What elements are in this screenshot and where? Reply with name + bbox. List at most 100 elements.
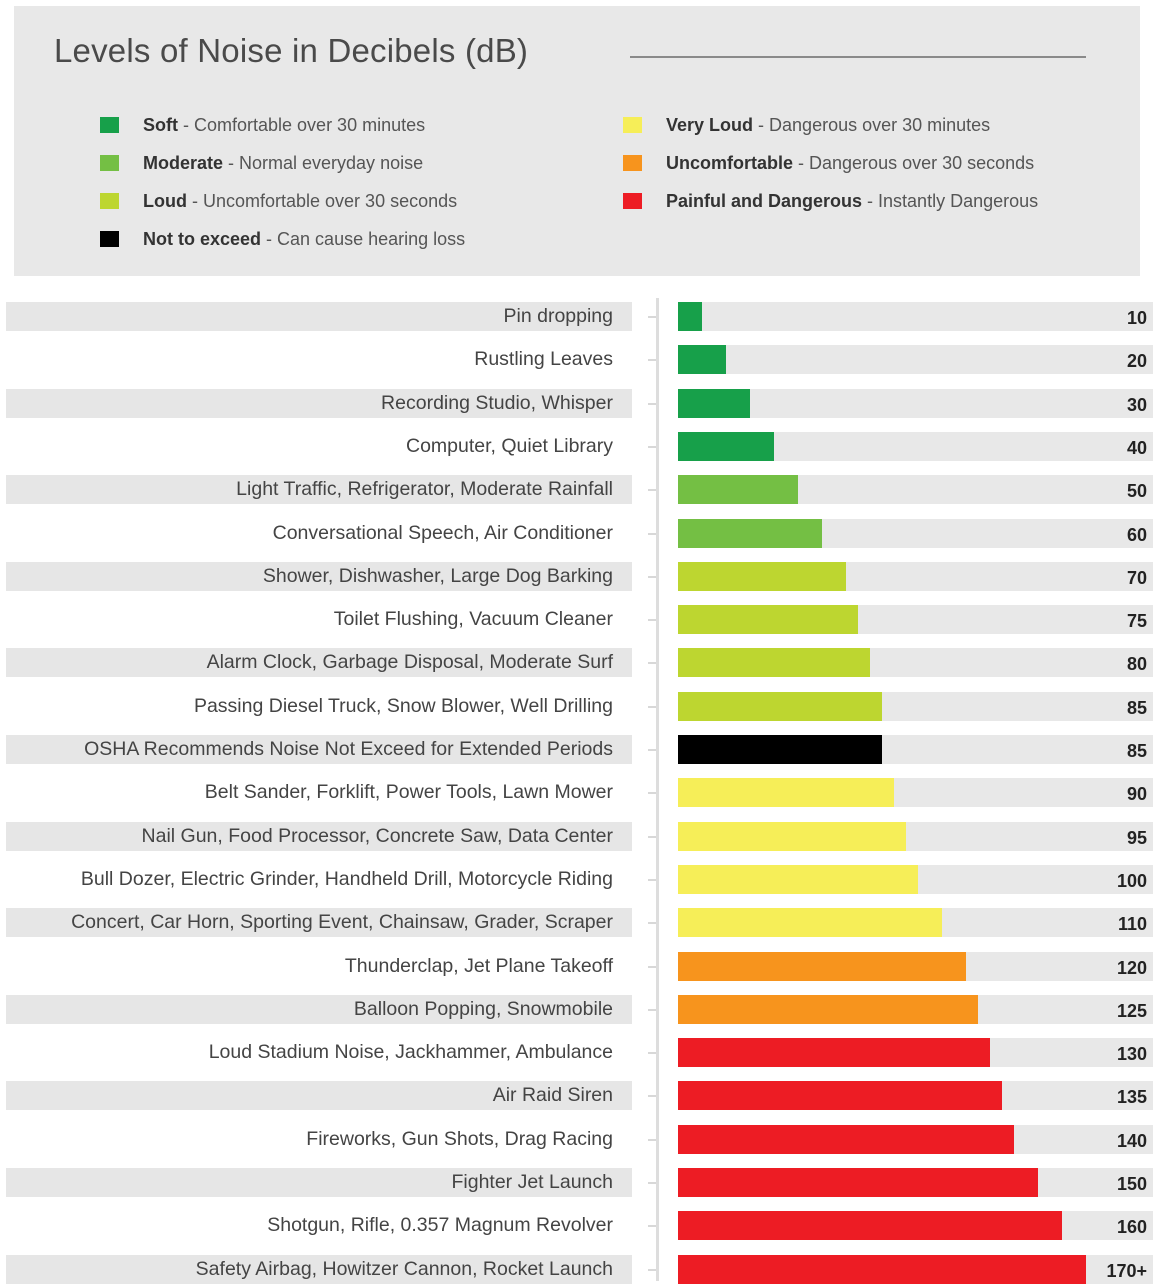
category-label: OSHA Recommends Noise Not Exceed for Ext… bbox=[84, 738, 613, 760]
value-label: 70 bbox=[1126, 568, 1147, 588]
row-label-band bbox=[6, 562, 632, 591]
bar bbox=[678, 605, 858, 634]
legend-swatch bbox=[100, 231, 119, 247]
legend-item-not-exceed: Not to exceed - Can cause hearing loss bbox=[100, 227, 465, 251]
legend-separator: - bbox=[191, 190, 198, 211]
row-label-band bbox=[6, 1081, 632, 1110]
legend-swatch bbox=[623, 155, 642, 171]
axis-tick bbox=[648, 706, 656, 708]
axis-tick bbox=[648, 879, 656, 881]
category-label: Shotgun, Rifle, 0.357 Magnum Revolver bbox=[267, 1214, 613, 1236]
legend-item-soft: Soft - Comfortable over 30 minutes bbox=[100, 113, 425, 137]
category-label: Thunderclap, Jet Plane Takeoff bbox=[344, 955, 613, 977]
category-label: Safety Airbag, Howitzer Cannon, Rocket L… bbox=[195, 1258, 613, 1280]
bar bbox=[678, 1211, 1062, 1240]
bar-track bbox=[678, 345, 1153, 374]
value-label: 100 bbox=[1116, 871, 1147, 891]
bar bbox=[678, 865, 918, 894]
category-label: Recording Studio, Whisper bbox=[381, 392, 613, 414]
legend-swatch bbox=[100, 155, 119, 171]
category-label: Shower, Dishwasher, Large Dog Barking bbox=[262, 565, 613, 587]
bar bbox=[678, 1125, 1014, 1154]
axis-tick bbox=[648, 1139, 656, 1141]
legend-item-painful: Painful and Dangerous - Instantly Dangerou… bbox=[623, 189, 1038, 213]
bar bbox=[678, 822, 906, 851]
legend-name: Painful and Dangerous bbox=[666, 190, 863, 211]
legend-description: Dangerous over 30 minutes bbox=[769, 114, 991, 135]
bar bbox=[678, 302, 702, 331]
category-label: Fireworks, Gun Shots, Drag Racing bbox=[306, 1128, 613, 1150]
legend-description: Uncomfortable over 30 seconds bbox=[202, 190, 458, 211]
legend-name: Loud bbox=[143, 190, 187, 211]
legend-description: Comfortable over 30 minutes bbox=[194, 114, 426, 135]
value-label: 130 bbox=[1116, 1044, 1147, 1064]
category-label: Conversational Speech, Air Conditioner bbox=[272, 522, 613, 544]
legend-item-moderate: Moderate - Normal everyday noise bbox=[100, 151, 423, 175]
row-label-band bbox=[6, 908, 632, 937]
category-label: Bull Dozer, Electric Grinder, Handheld D… bbox=[80, 868, 613, 890]
axis-tick bbox=[648, 1269, 656, 1271]
legend-separator: - bbox=[867, 190, 874, 211]
bar bbox=[678, 389, 750, 418]
category-label: Fighter Jet Launch bbox=[451, 1171, 613, 1193]
legend-separator: - bbox=[266, 228, 273, 249]
legend-name: Uncomfortable bbox=[666, 152, 794, 173]
bar bbox=[678, 1255, 1086, 1284]
legend-description: Instantly Dangerous bbox=[878, 190, 1039, 211]
row-label-band bbox=[6, 735, 632, 764]
bar bbox=[678, 345, 726, 374]
axis-tick bbox=[648, 533, 656, 535]
value-label: 120 bbox=[1116, 958, 1147, 978]
axis-line bbox=[656, 298, 659, 1281]
value-label: 80 bbox=[1126, 654, 1147, 674]
value-label: 20 bbox=[1126, 351, 1147, 371]
bar bbox=[678, 1168, 1038, 1197]
bar bbox=[678, 692, 882, 721]
legend-item-loud: Loud - Uncomfortable over 30 seconds bbox=[100, 189, 457, 213]
legend-description: Normal everyday noise bbox=[239, 152, 424, 173]
axis-tick bbox=[648, 1052, 656, 1054]
legend-swatch bbox=[623, 193, 642, 209]
axis-tick bbox=[648, 619, 656, 621]
bar bbox=[678, 648, 870, 677]
row-label-band bbox=[6, 995, 632, 1024]
axis-tick bbox=[648, 359, 656, 361]
category-label: Alarm Clock, Garbage Disposal, Moderate … bbox=[206, 651, 613, 673]
value-label: 95 bbox=[1126, 828, 1147, 848]
value-label: 150 bbox=[1116, 1174, 1147, 1194]
axis-tick bbox=[648, 316, 656, 318]
value-label: 140 bbox=[1116, 1131, 1147, 1151]
value-label: 85 bbox=[1126, 741, 1147, 761]
legend-separator: - bbox=[798, 152, 805, 173]
category-label: Light Traffic, Refrigerator, Moderate Ra… bbox=[236, 478, 613, 500]
legend-name: Moderate bbox=[143, 152, 224, 173]
value-label: 110 bbox=[1117, 914, 1147, 934]
row-label-band bbox=[6, 1255, 632, 1284]
axis-tick bbox=[648, 403, 656, 405]
row-label-band bbox=[6, 302, 632, 331]
bar bbox=[678, 778, 894, 807]
axis-tick bbox=[648, 489, 656, 491]
value-label: 90 bbox=[1126, 784, 1147, 804]
axis-tick bbox=[648, 792, 656, 794]
category-label: Passing Diesel Truck, Snow Blower, Well … bbox=[193, 695, 613, 717]
row-label-band bbox=[6, 475, 632, 504]
bar bbox=[678, 562, 846, 591]
value-label: 30 bbox=[1126, 395, 1147, 415]
category-label: Belt Sander, Forklift, Power Tools, Lawn… bbox=[204, 781, 613, 803]
axis-tick bbox=[648, 1225, 656, 1227]
legend-separator: - bbox=[758, 114, 765, 135]
value-label: 160 bbox=[1116, 1217, 1147, 1237]
legend-separator: - bbox=[183, 114, 189, 135]
bar bbox=[678, 432, 774, 461]
axis-tick bbox=[648, 662, 656, 664]
axis-tick bbox=[648, 1182, 656, 1184]
legend-item-very-loud: Very Loud - Dangerous over 30 minutes bbox=[623, 113, 990, 137]
value-label: 50 bbox=[1126, 481, 1147, 501]
legend-separator: - bbox=[228, 152, 235, 173]
legend-panel bbox=[14, 6, 1140, 276]
legend-name: Soft bbox=[143, 114, 178, 135]
bar bbox=[678, 995, 978, 1024]
bar bbox=[678, 1038, 990, 1067]
